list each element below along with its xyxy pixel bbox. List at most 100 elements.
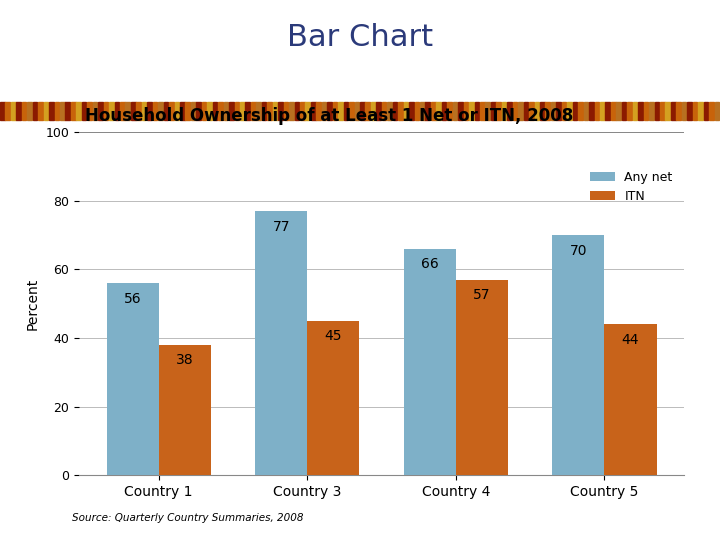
Bar <box>682 102 686 120</box>
Bar <box>540 102 544 120</box>
Bar <box>27 102 32 120</box>
Bar <box>278 102 283 120</box>
Text: 57: 57 <box>473 288 490 302</box>
Bar <box>654 102 660 120</box>
Bar <box>311 102 315 120</box>
Bar <box>207 102 212 120</box>
Bar <box>98 102 103 120</box>
Bar <box>578 102 582 120</box>
Bar <box>267 102 272 120</box>
Bar <box>546 102 550 120</box>
Bar <box>71 102 76 120</box>
Bar <box>698 102 703 120</box>
Bar <box>714 102 719 120</box>
Bar <box>638 102 643 120</box>
Bar <box>131 102 135 120</box>
Bar <box>387 102 392 120</box>
Text: Household Ownership of at Least 1 Net or ITN, 2008: Household Ownership of at Least 1 Net or… <box>85 107 574 125</box>
Bar <box>191 102 196 120</box>
Bar <box>665 102 670 120</box>
Bar <box>354 102 359 120</box>
Bar <box>442 102 446 120</box>
Bar <box>523 102 528 120</box>
Bar <box>284 102 288 120</box>
Text: Bar Chart: Bar Chart <box>287 23 433 52</box>
Bar <box>606 102 610 120</box>
Bar <box>328 102 332 120</box>
Bar <box>251 102 256 120</box>
Text: 38: 38 <box>176 354 194 368</box>
Bar <box>180 102 184 120</box>
Bar <box>480 102 485 120</box>
Bar <box>436 102 441 120</box>
Bar <box>616 102 621 120</box>
Bar <box>256 211 307 475</box>
Bar <box>120 102 125 120</box>
Bar <box>6 102 10 120</box>
Bar <box>633 102 637 120</box>
Bar <box>224 102 228 120</box>
Bar <box>322 102 326 120</box>
Text: 77: 77 <box>273 220 290 234</box>
Bar <box>44 102 48 120</box>
Bar <box>148 102 152 120</box>
Bar <box>163 102 168 120</box>
Bar <box>55 102 59 120</box>
Bar <box>246 102 250 120</box>
Bar <box>676 102 681 120</box>
Bar <box>338 102 343 120</box>
Bar <box>595 102 599 120</box>
Bar <box>93 102 97 120</box>
Bar <box>644 102 648 120</box>
Bar <box>114 102 120 120</box>
Bar <box>273 102 277 120</box>
Bar <box>392 102 397 120</box>
Text: 45: 45 <box>325 329 342 343</box>
Bar <box>49 102 54 120</box>
Bar <box>87 102 92 120</box>
Bar <box>469 102 474 120</box>
Bar <box>11 102 16 120</box>
Bar <box>32 102 37 120</box>
Bar <box>60 102 65 120</box>
Bar <box>107 283 158 475</box>
Bar <box>307 321 359 475</box>
Bar <box>349 102 354 120</box>
Bar <box>415 102 419 120</box>
Text: 44: 44 <box>622 333 639 347</box>
Bar <box>158 102 163 120</box>
Bar <box>496 102 501 120</box>
Bar <box>218 102 222 120</box>
Bar <box>294 102 300 120</box>
Bar <box>453 102 457 120</box>
Bar <box>300 102 305 120</box>
Bar <box>605 325 657 475</box>
Bar <box>572 102 577 120</box>
Bar <box>660 102 665 120</box>
Bar <box>202 102 207 120</box>
Bar <box>153 102 158 120</box>
Text: 56: 56 <box>124 292 142 306</box>
Bar <box>104 102 108 120</box>
Text: 70: 70 <box>570 244 588 258</box>
Bar <box>562 102 567 120</box>
Bar <box>709 102 714 120</box>
Bar <box>22 102 27 120</box>
Bar <box>366 102 370 120</box>
Bar <box>456 280 508 475</box>
Bar <box>174 102 179 120</box>
Bar <box>693 102 698 120</box>
Bar <box>600 102 605 120</box>
Bar <box>371 102 376 120</box>
Bar <box>611 102 616 120</box>
Bar <box>256 102 261 120</box>
Bar <box>316 102 321 120</box>
Bar <box>518 102 523 120</box>
Bar <box>703 102 708 120</box>
Bar <box>409 102 414 120</box>
Bar <box>289 102 294 120</box>
Bar <box>125 102 130 120</box>
Bar <box>529 102 534 120</box>
Bar <box>158 345 211 475</box>
Bar <box>169 102 174 120</box>
